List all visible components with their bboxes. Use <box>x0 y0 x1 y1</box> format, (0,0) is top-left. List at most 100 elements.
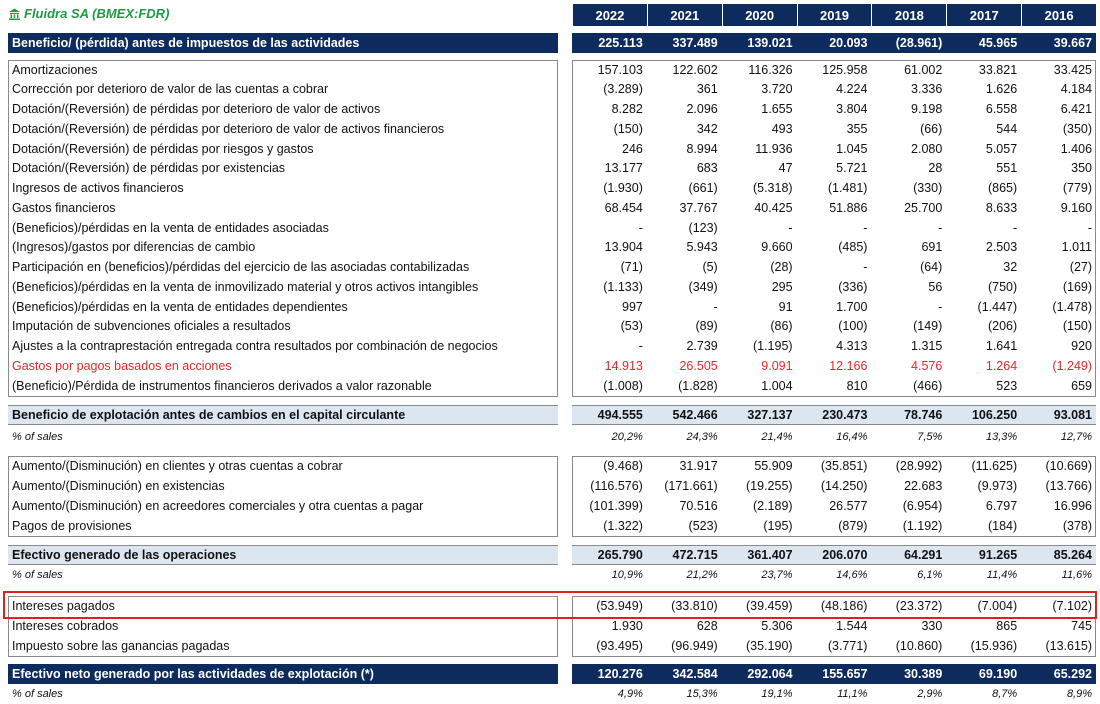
cell: (116.576) <box>590 478 643 493</box>
row-label: (Beneficios)/pérdidas en la venta de inm… <box>12 279 479 294</box>
row-label: Amortizaciones <box>12 62 98 77</box>
cell: 16.996 <box>1053 498 1093 513</box>
cell: 21,2% <box>686 568 718 581</box>
cell: (100) <box>838 319 868 334</box>
cell: (336) <box>838 279 868 294</box>
cell: 628 <box>696 618 718 633</box>
cell: 230.473 <box>796 405 872 425</box>
cell: 3.336 <box>911 82 943 97</box>
cell: (879) <box>838 518 868 533</box>
cell: 810 <box>846 378 868 393</box>
cell: (71) <box>620 260 643 275</box>
cell: 65.292 <box>1021 664 1097 684</box>
cell: 337.489 <box>646 33 722 53</box>
cell: (35.190) <box>746 638 793 653</box>
year-header: 2017 <box>946 4 1022 26</box>
row-label: Gastos financieros <box>12 200 116 215</box>
cell: (23.372) <box>895 598 943 613</box>
cell: 9.091 <box>761 358 793 373</box>
cell: 691 <box>921 240 943 255</box>
cell: 865 <box>996 618 1018 633</box>
cell: 31.917 <box>679 458 718 473</box>
cell: 292.064 <box>721 664 797 684</box>
cell: (5.318) <box>752 181 793 196</box>
cell: (7.102) <box>1052 598 1093 613</box>
cell: 342.584 <box>646 664 722 684</box>
cell: (48.186) <box>820 598 868 613</box>
cell: 23,7% <box>761 568 793 581</box>
cell: 1.406 <box>1060 141 1093 156</box>
row-label: Pagos de provisiones <box>12 518 132 533</box>
cell: (2.189) <box>752 498 793 513</box>
cell: (1.195) <box>752 339 793 354</box>
row-label: (Beneficios)/pérdidas en la venta de ent… <box>12 299 348 314</box>
cell: (15.936) <box>970 638 1018 653</box>
cell: - <box>863 260 868 275</box>
cell: 30.389 <box>871 664 947 684</box>
row-label: Beneficio de explotación antes de cambio… <box>8 405 558 425</box>
cell: 659 <box>1071 378 1093 393</box>
cell: 15,3% <box>686 687 718 700</box>
cell: 1.641 <box>985 339 1018 354</box>
cell: (1.481) <box>827 181 868 196</box>
cell: (171.661) <box>664 478 718 493</box>
cell: 7,5% <box>917 430 943 443</box>
label-frame <box>8 456 558 537</box>
cell: 295 <box>771 279 793 294</box>
cell: (7.004) <box>977 598 1018 613</box>
cell: (5) <box>702 260 718 275</box>
title-wrap: Fluidra SA (BMEX:FDR) <box>8 6 169 21</box>
row-label: Dotación/(Reversión) de pérdidas por det… <box>12 102 381 117</box>
cell: 2.503 <box>985 240 1018 255</box>
cell: 13,3% <box>985 430 1018 443</box>
cell: (9.973) <box>977 478 1018 493</box>
cell: 4.184 <box>1060 82 1093 97</box>
cell: (89) <box>695 319 718 334</box>
year-header: 2022 <box>572 4 647 26</box>
cell: 13.177 <box>604 161 643 176</box>
cell: (28.992) <box>895 458 943 473</box>
cell: 997 <box>622 299 643 314</box>
row-label: Participación en (beneficios)/pérdidas d… <box>12 260 470 275</box>
cell: 551 <box>996 161 1018 176</box>
cell: (13.766) <box>1045 478 1093 493</box>
highlight-box <box>3 591 1097 619</box>
cell: 39.667 <box>1021 33 1097 53</box>
cell: (6.954) <box>902 498 943 513</box>
cell: (1.133) <box>603 279 643 294</box>
cell: 493 <box>771 121 793 136</box>
row-label: Dotación/(Reversión) de pérdidas por det… <box>12 121 445 136</box>
cell: (3.771) <box>827 638 868 653</box>
cell: 327.137 <box>721 405 797 425</box>
cell: (1.447) <box>977 299 1018 314</box>
cell: 4.313 <box>836 339 868 354</box>
year-header: 2021 <box>646 4 722 26</box>
cell: 1.930 <box>611 618 643 633</box>
cell: (378) <box>1062 518 1093 533</box>
cell: 47 <box>778 161 793 176</box>
cell: (27) <box>1069 260 1093 275</box>
row-label: Ingresos de activos financieros <box>12 181 184 196</box>
cell: 4.224 <box>836 82 868 97</box>
row-label: Intereses cobrados <box>12 618 119 633</box>
cell: (66) <box>920 121 943 136</box>
cell: 11,1% <box>837 687 868 700</box>
row-label: Dotación/(Reversión) de pérdidas por exi… <box>12 161 286 176</box>
year-header: 2019 <box>796 4 872 26</box>
cell: (1.478) <box>1052 299 1093 314</box>
cell: 265.790 <box>572 545 647 565</box>
cell: 330 <box>921 618 943 633</box>
cell: 106.250 <box>946 405 1022 425</box>
cell: (28) <box>770 260 793 275</box>
cell: (35.851) <box>820 458 868 473</box>
cell: 155.657 <box>796 664 872 684</box>
row-label: Dotación/(Reversión) de pérdidas por rie… <box>12 141 314 156</box>
cell: (750) <box>987 279 1018 294</box>
cell: 8.633 <box>985 200 1018 215</box>
row-label: Corrección por deterioro de valor de las… <box>12 82 329 97</box>
cell: 64.291 <box>871 545 947 565</box>
cell: 13.904 <box>604 240 643 255</box>
cell: 1.315 <box>911 339 943 354</box>
cell: 10,9% <box>611 568 643 581</box>
cell: 139.021 <box>721 33 797 53</box>
